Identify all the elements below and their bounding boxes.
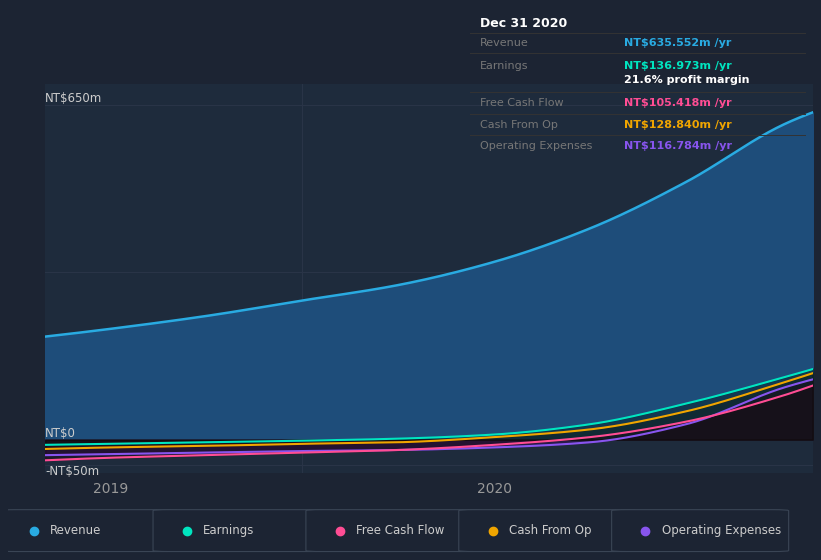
Text: Operating Expenses: Operating Expenses: [479, 141, 592, 151]
FancyBboxPatch shape: [153, 510, 330, 552]
Text: Operating Expenses: Operating Expenses: [662, 524, 781, 537]
Text: NT$0: NT$0: [45, 427, 76, 440]
Text: Free Cash Flow: Free Cash Flow: [355, 524, 444, 537]
Text: Earnings: Earnings: [479, 60, 528, 71]
Text: NT$116.784m /yr: NT$116.784m /yr: [625, 141, 732, 151]
Text: Earnings: Earnings: [203, 524, 255, 537]
Text: Dec 31 2020: Dec 31 2020: [479, 17, 567, 30]
FancyBboxPatch shape: [306, 510, 483, 552]
Text: NT$650m: NT$650m: [45, 92, 103, 105]
FancyBboxPatch shape: [0, 510, 177, 552]
Text: -NT$50m: -NT$50m: [45, 465, 99, 478]
FancyBboxPatch shape: [459, 510, 635, 552]
FancyBboxPatch shape: [612, 510, 789, 552]
Text: NT$105.418m /yr: NT$105.418m /yr: [625, 99, 732, 108]
Text: Revenue: Revenue: [50, 524, 102, 537]
Text: NT$136.973m /yr: NT$136.973m /yr: [625, 60, 732, 71]
Text: Cash From Op: Cash From Op: [479, 120, 557, 130]
Text: 21.6% profit margin: 21.6% profit margin: [625, 75, 750, 85]
Text: NT$635.552m /yr: NT$635.552m /yr: [625, 38, 732, 48]
Text: NT$128.840m /yr: NT$128.840m /yr: [625, 120, 732, 130]
Text: Cash From Op: Cash From Op: [509, 524, 591, 537]
Text: Free Cash Flow: Free Cash Flow: [479, 99, 563, 108]
Text: Revenue: Revenue: [479, 38, 529, 48]
